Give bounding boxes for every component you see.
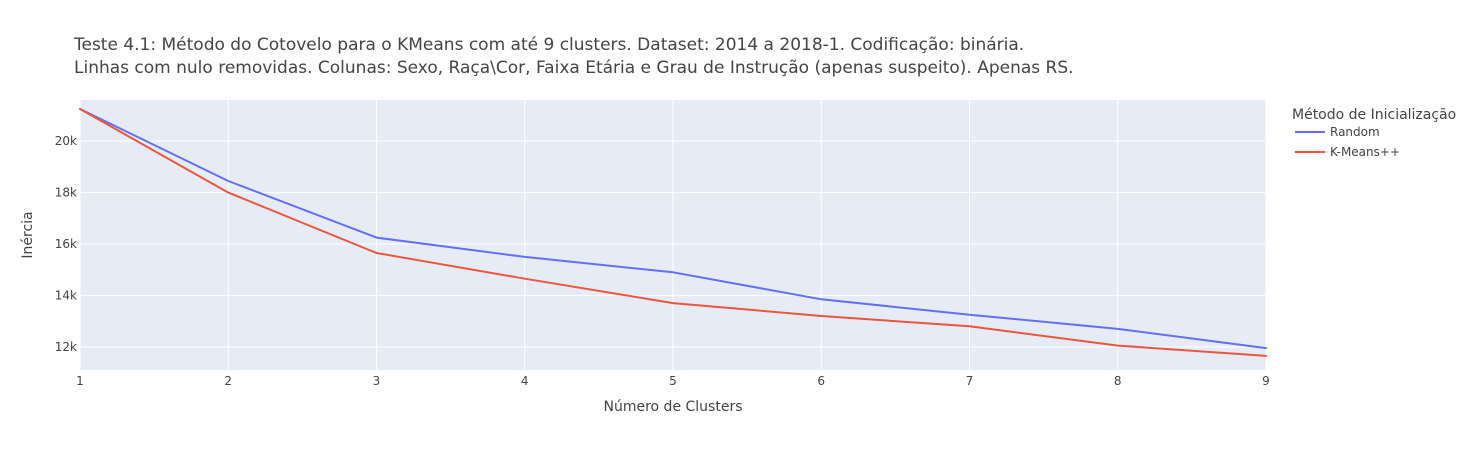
legend: Método de Inicialização Random K-Means++	[1292, 107, 1456, 159]
y-axis-title: Inércia	[20, 211, 36, 258]
chart-title-line-2: Linhas com nulo removidas. Colunas: Sexo…	[74, 58, 1074, 78]
x-tick-label: 9	[1262, 374, 1270, 388]
x-tick-label: 1	[76, 374, 84, 388]
y-tick-label: 16k	[55, 237, 77, 251]
x-gridlines	[79, 100, 1267, 370]
x-tick-label: 8	[1114, 374, 1122, 388]
legend-items: Random K-Means++	[1295, 125, 1400, 159]
y-tick-label: 14k	[55, 288, 77, 302]
x-tick-label: 5	[669, 374, 677, 388]
chart-title: Teste 4.1: Método do Cotovelo para o KMe…	[73, 35, 1074, 78]
chart-title-line-1: Teste 4.1: Método do Cotovelo para o KMe…	[73, 35, 1024, 55]
x-axis-title: Número de Clusters	[604, 399, 743, 415]
legend-item-random[interactable]: Random	[1295, 125, 1380, 139]
x-tick-label: 4	[521, 374, 529, 388]
legend-item-k-means-[interactable]: K-Means++	[1295, 145, 1400, 159]
x-tick-label: 6	[817, 374, 825, 388]
x-tick-label: 3	[373, 374, 381, 388]
y-tick-label: 20k	[55, 134, 77, 148]
series-line-random	[79, 108, 1267, 350]
legend-label: K-Means++	[1330, 145, 1400, 159]
series-line-k-means-	[79, 108, 1267, 357]
legend-label: Random	[1330, 125, 1380, 139]
x-tick-labels: 1 2 3 4 5 6 7 8 9	[76, 374, 1270, 388]
y-tick-label: 18k	[55, 186, 77, 200]
y-tick-labels: 12k 14k 16k 18k 20k	[55, 134, 77, 354]
legend-title: Método de Inicialização	[1292, 107, 1456, 123]
x-tick-label: 7	[966, 374, 974, 388]
y-tick-label: 12k	[55, 340, 77, 354]
series-lines	[79, 108, 1267, 357]
x-tick-label: 2	[224, 374, 232, 388]
y-gridlines	[80, 140, 1266, 348]
